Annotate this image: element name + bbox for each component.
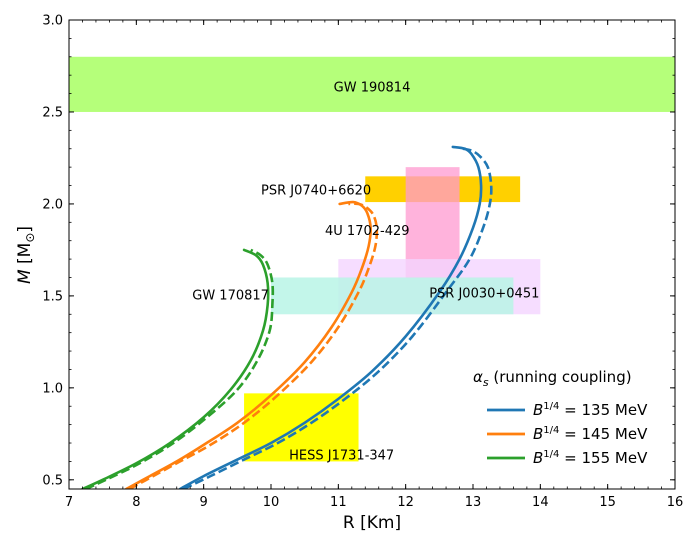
legend-label: B1/4 = 155 MeV xyxy=(533,449,648,467)
region-label-psr-j0030-0451: PSR J0030+0451 xyxy=(429,287,539,302)
ticks-layer: 7 8 9 10 11 12 13 14 15 16 0.5 1.0 1.5 2.0 2.5 3.0 xyxy=(42,14,683,511)
legend-label: B1/4 = 135 MeV xyxy=(533,401,648,419)
legend-entry-b1-4-155-mev: B1/4 = 155 MeV xyxy=(487,449,648,467)
x-tick-label-15: 15 xyxy=(599,495,616,510)
x-tick-label-13: 13 xyxy=(465,495,482,510)
y-tick-label-2.5: 2.5 xyxy=(42,105,63,120)
region-labels-layer: GW 190814 PSR J0740+6620 4U 1702-429 PSR J0… xyxy=(192,81,539,464)
legend-title: αs (running coupling) xyxy=(473,368,632,389)
x-tick-label-9: 9 xyxy=(200,495,208,510)
curve-solid-b1-4-155-mev xyxy=(81,248,270,489)
y-tick-label-1.5: 1.5 xyxy=(42,289,63,304)
x-tick-label-11: 11 xyxy=(330,495,347,510)
x-tick-label-16: 16 xyxy=(667,495,684,510)
legend-entry-b1-4-135-mev: B1/4 = 135 MeV xyxy=(487,401,648,419)
x-tick-label-14: 14 xyxy=(532,495,549,510)
x-tick-label-10: 10 xyxy=(263,495,280,510)
legend-entry-b1-4-145-mev: B1/4 = 145 MeV xyxy=(487,425,648,443)
regions-layer xyxy=(69,56,675,462)
legend-label: B1/4 = 145 MeV xyxy=(533,425,648,443)
curves-layer xyxy=(81,145,493,489)
curve-dashed-b1-4-145-mev xyxy=(128,202,379,489)
plot-frame xyxy=(68,19,676,490)
legend-entries: B1/4 = 135 MeV B1/4 = 145 MeV B1/4 = 155 M… xyxy=(487,401,648,467)
y-tick-label-0.5: 0.5 xyxy=(42,473,63,488)
x-tick-label-12: 12 xyxy=(397,495,414,510)
curve-solid-b1-4-145-mev xyxy=(124,200,372,489)
region-label-gw-190814: GW 190814 xyxy=(334,81,411,96)
region-gw-170817 xyxy=(271,277,514,315)
curve-dashed-b1-4-155-mev xyxy=(85,248,275,489)
curve-dashed-b1-4-135-mev xyxy=(182,147,493,489)
y-axis-label: M [M⊙] xyxy=(15,226,37,284)
x-tick-label-7: 7 xyxy=(65,495,73,510)
y-tick-label-3.0: 3.0 xyxy=(42,14,63,29)
region-label-gw-170817: GW 170817 xyxy=(192,289,269,304)
region-label-4u-1702-429: 4U 1702-429 xyxy=(325,224,410,239)
x-axis-label: R [Km] xyxy=(343,513,401,533)
x-tick-label-8: 8 xyxy=(132,495,140,510)
region-label-hess-j1731-347: HESS J1731-347 xyxy=(289,449,394,464)
region-label-psr-j0740-6620: PSR J0740+6620 xyxy=(261,184,371,199)
y-tick-label-2.0: 2.0 xyxy=(42,197,63,212)
legend: αs (running coupling) B1/4 = 135 MeVB1/4… xyxy=(473,368,648,467)
curve-solid-b1-4-135-mev xyxy=(178,145,483,489)
y-tick-label-1.0: 1.0 xyxy=(42,381,63,396)
region-gw-190814 xyxy=(69,56,675,112)
